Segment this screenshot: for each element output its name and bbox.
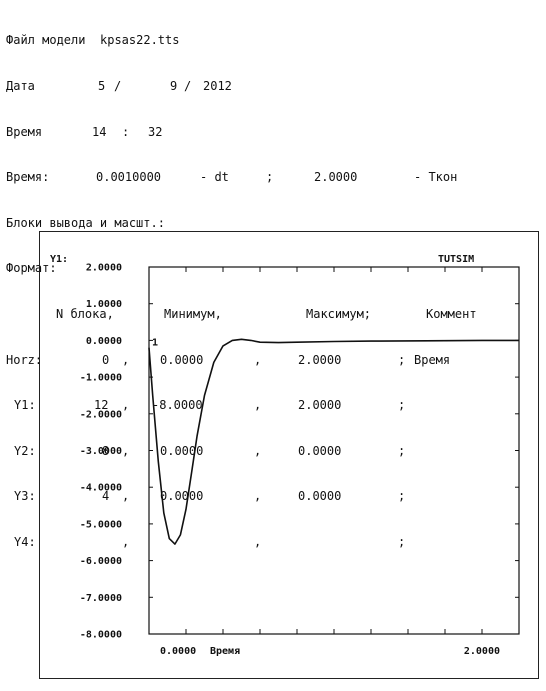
plot-frame [39, 231, 539, 679]
blocks-line: Блоки вывода и масшт.: [6, 216, 165, 231]
row-comma: , [122, 398, 130, 413]
format-line: Формат: [6, 261, 57, 276]
row-name: Horz: [6, 352, 43, 367]
table-row: Horz: 0 , 0.0000 , 2.0000 ; Время [6, 353, 450, 368]
row-comma: , [254, 443, 262, 458]
x-axis-label: Время [210, 646, 240, 657]
time-sep: : [122, 124, 130, 139]
date-sep-1: / [114, 79, 122, 93]
y-tick-label: -8.0000 [80, 630, 122, 641]
model-file-line: Файл модели kpsas22.tts [6, 33, 179, 48]
column-header: Максимум; [306, 306, 372, 321]
y-tick-label: -2.0000 [80, 409, 122, 420]
time-hour: 14 [92, 124, 107, 139]
y-tick-label: -6.0000 [80, 556, 122, 567]
plot-area [148, 266, 520, 635]
blocks-label: Блоки вывода и масшт.: [6, 215, 165, 230]
model-header: Файл модели kpsas22.tts Дата 5 / 9 / 201… [6, 3, 477, 565]
axes: 2.0000 1.0000 0.0000 -1.0000 -2.0000 -3.0000 -… [80, 263, 520, 657]
model-label: Файл модели [6, 33, 86, 48]
table-row: Y1: 12 , -8.0000 , 2.0000 ; [6, 398, 405, 413]
row-name: Y3: [14, 489, 36, 504]
row-comma: , [122, 352, 130, 367]
date-line: Дата 5 / 9 / 2012 [6, 79, 232, 94]
x-tick-label: 2.0000 [464, 646, 500, 657]
row-min: 0.0000 [160, 443, 204, 458]
step-line: Время: 0.0010000 - dt ; 2.0000 - Ткон [6, 170, 457, 185]
row-comma: , [122, 489, 130, 504]
column-headers: N блока, Минимум, Максимум; Коммент [6, 307, 477, 322]
row-comma: , [254, 352, 262, 367]
row-semicolon: ; [398, 398, 406, 413]
y-tick-label: -1.0000 [80, 373, 122, 384]
y-tick-label: 2.0000 [86, 263, 122, 274]
series-line [148, 338, 519, 545]
y-tick-label: 1.0000 [86, 299, 122, 310]
row-max: 0.0000 [298, 489, 342, 504]
table-row: Y3: 4 , 0.0000 , 0.0000 ; [6, 489, 405, 504]
time-line: Время 14 : 32 [6, 125, 162, 140]
dt-sep: ; [266, 170, 274, 185]
y-tick-label: -3.0000 [80, 446, 122, 457]
tend-label: - Ткон [414, 170, 458, 185]
row-max: 0.0000 [298, 443, 342, 458]
column-header: N блока, [56, 306, 114, 321]
row-comma: , [122, 443, 130, 458]
row-max: 2.0000 [298, 352, 342, 367]
row-semicolon: ; [398, 534, 406, 549]
x-tick-label: 0.0000 [160, 646, 196, 657]
row-block: 4 [102, 489, 110, 504]
date-sep-2: / [184, 79, 192, 93]
row-name: Y4: [14, 534, 36, 549]
row-semicolon: ; [398, 443, 406, 458]
row-comma: , [254, 534, 262, 549]
row-min: 0.0000 [160, 489, 204, 504]
row-min: -8.0000 [152, 398, 203, 413]
column-header: Коммент [426, 306, 477, 321]
row-semicolon: ; [398, 489, 406, 504]
dt-label: - dt [200, 170, 229, 185]
row-name: Y2: [14, 443, 36, 458]
date-label: Дата [6, 79, 35, 93]
step-label: Время: [6, 170, 50, 185]
row-comma: , [254, 489, 262, 504]
row-min: 0.0000 [160, 352, 204, 367]
model-file: kpsas22.tts [100, 33, 180, 48]
time-min: 32 [148, 124, 163, 139]
row-semicolon: ; [398, 352, 406, 367]
row-comment: Время [414, 352, 451, 367]
chart-title: TUTSIM [438, 254, 474, 265]
row-comma: , [122, 534, 130, 549]
series-layer: 1 [148, 338, 519, 545]
table-row: Y2: 8 , 0.0000 , 0.0000 ; [6, 443, 405, 459]
format-label: Формат: [6, 261, 57, 276]
y-tick-label: 0.0000 [86, 336, 122, 347]
date-day: 5 [98, 79, 106, 93]
row-comma: , [254, 398, 262, 413]
row-block: 8 [102, 443, 110, 458]
row-block: 12 [94, 398, 109, 413]
y-tick-label: -7.0000 [80, 593, 122, 604]
date-year: 2012 [203, 79, 232, 93]
tend-value: 2.0000 [314, 170, 358, 185]
row-max: 2.0000 [298, 398, 342, 413]
row-block: 0 [102, 352, 110, 367]
dt-value: 0.0010000 [96, 170, 162, 185]
y-axis-label: Y1: [50, 254, 68, 265]
time-label: Время [6, 124, 43, 139]
row-name: Y1: [14, 398, 36, 413]
series-label: 1 [152, 338, 158, 349]
table-row: Y4: , , ; [6, 534, 405, 550]
column-header: Минимум, [164, 306, 222, 321]
y-tick-label: -5.0000 [80, 519, 122, 530]
date-month: 9 [170, 79, 178, 93]
y-tick-label: -4.0000 [80, 483, 122, 494]
